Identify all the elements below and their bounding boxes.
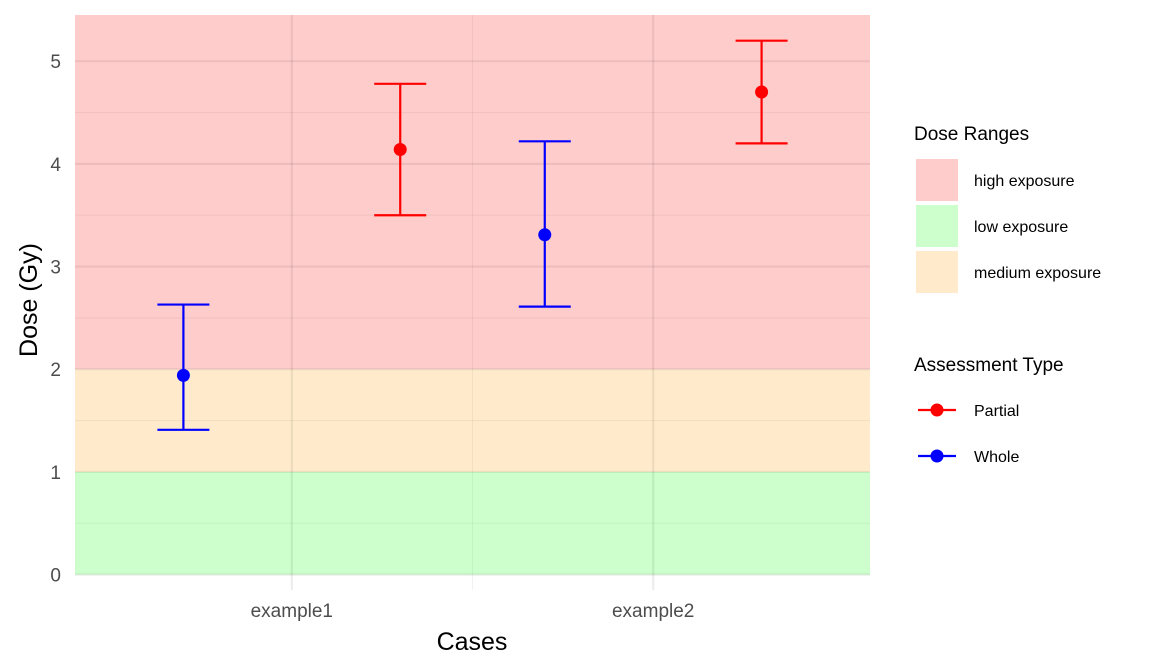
data-point-whole — [176, 368, 190, 382]
legend-label: low exposure — [974, 219, 1068, 236]
y-tick-label: 0 — [50, 566, 61, 587]
legend-key-point — [930, 449, 944, 463]
data-point-whole — [538, 228, 552, 242]
band-medium-exposure — [75, 369, 870, 472]
data-points — [176, 85, 769, 382]
y-tick-label: 2 — [50, 360, 61, 381]
data-point-partial — [393, 143, 407, 157]
x-axis-ticks: example1 example2 — [251, 601, 695, 622]
legend-title-dose-ranges: Dose Ranges — [914, 124, 1029, 145]
band-high-exposure — [75, 15, 870, 370]
y-tick-label: 3 — [50, 258, 61, 279]
legend-label: medium exposure — [974, 265, 1101, 282]
x-tick-label: example1 — [251, 601, 333, 622]
y-tick-label: 5 — [50, 52, 61, 73]
legend-title-assessment-type: Assessment Type — [914, 355, 1064, 376]
x-axis-title: Cases — [437, 628, 508, 656]
x-tick-label: example2 — [612, 601, 694, 622]
legend-swatch — [916, 251, 958, 293]
legend-swatch — [916, 205, 958, 247]
dose-range-bands — [75, 15, 870, 575]
legend-key-point — [930, 403, 944, 417]
legend-label: high exposure — [974, 173, 1075, 190]
y-tick-label: 1 — [50, 463, 61, 484]
legend-swatch — [916, 159, 958, 201]
legend-label: Whole — [974, 449, 1019, 466]
band-low-exposure — [75, 471, 870, 575]
y-axis-ticks: 0 1 2 3 4 5 — [50, 52, 61, 586]
legend: Dose Ranges high exposure low exposure medi… — [914, 124, 1101, 466]
data-point-partial — [755, 85, 769, 99]
legend-label: Partial — [974, 403, 1019, 420]
y-axis-title: Dose (Gy) — [15, 243, 43, 357]
grid-lines — [75, 15, 870, 590]
y-tick-label: 4 — [50, 155, 61, 176]
